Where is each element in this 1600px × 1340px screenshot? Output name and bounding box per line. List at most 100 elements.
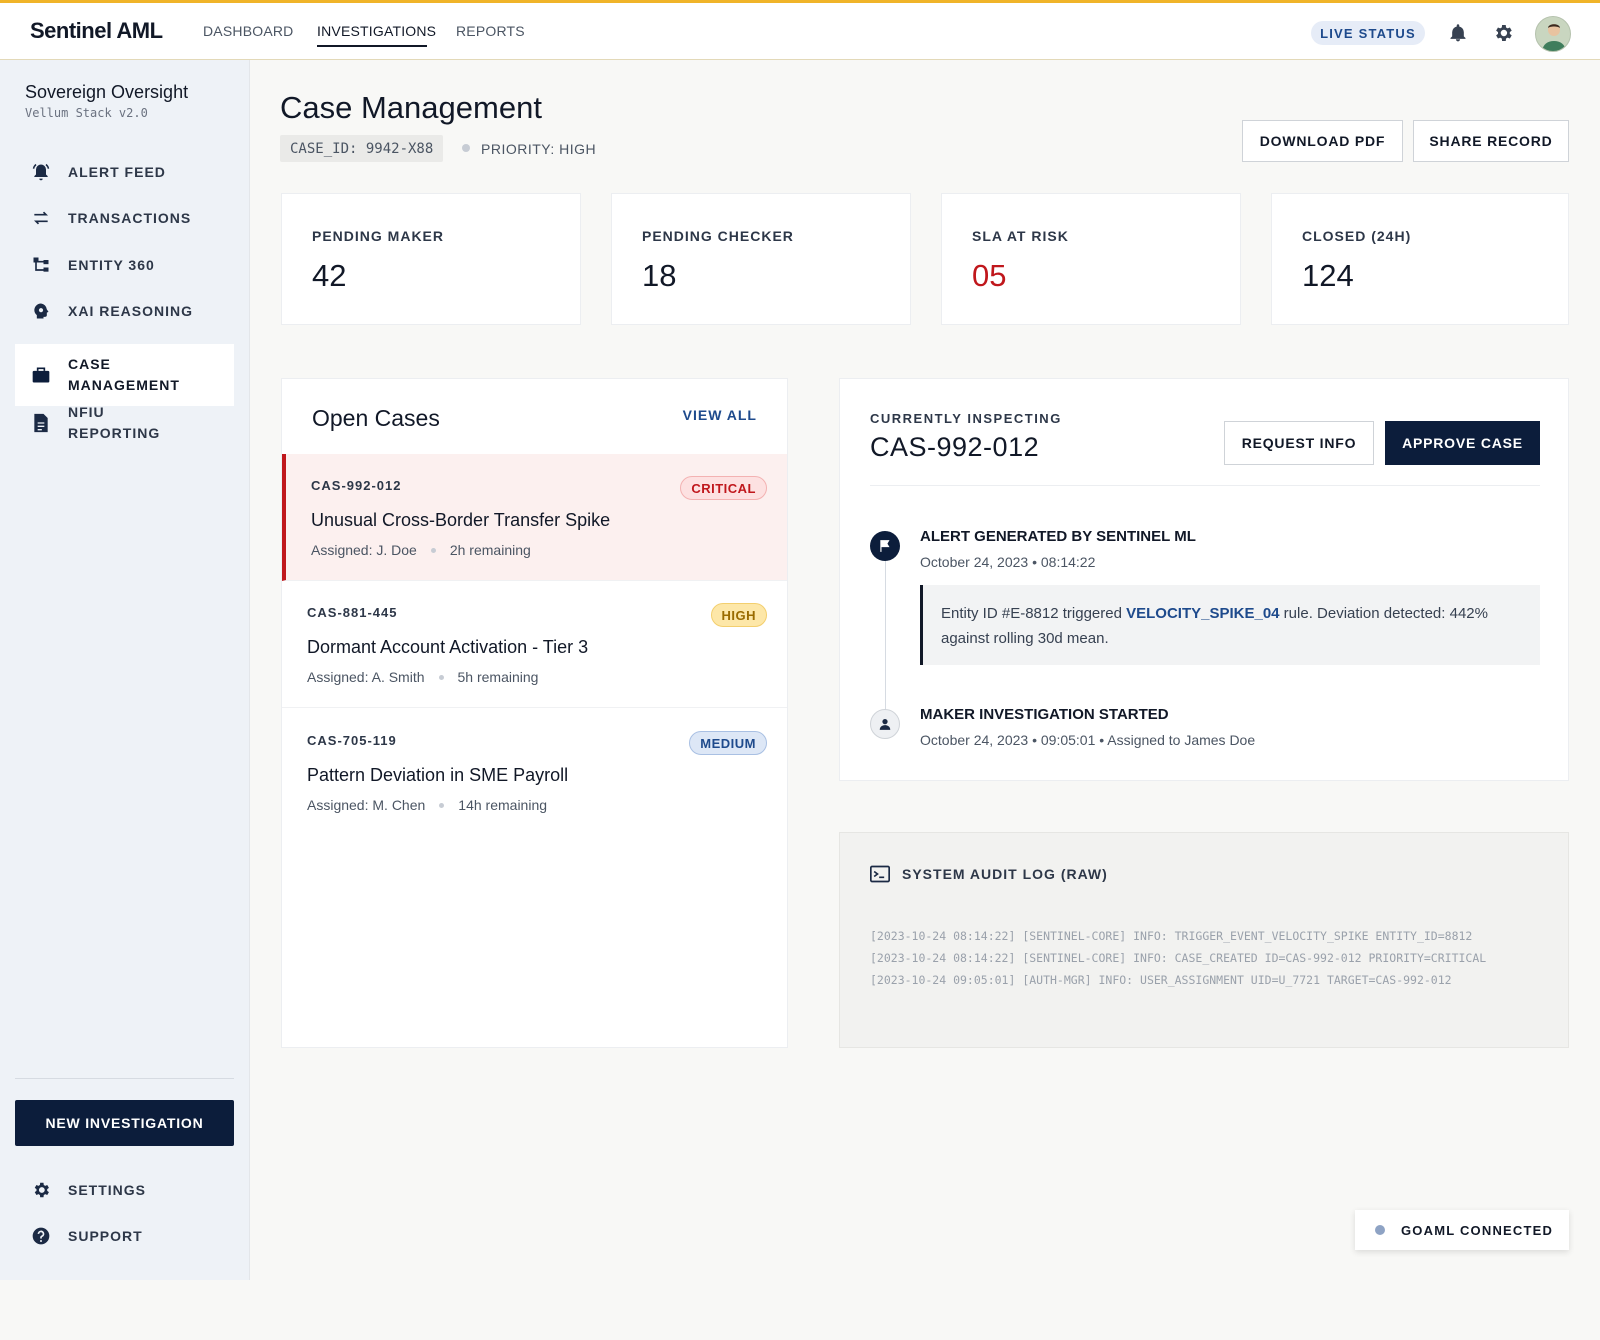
critical-badge: CRITICAL xyxy=(680,476,767,500)
briefcase-icon xyxy=(30,364,52,386)
case-meta: Assigned: J. Doe 2h remaining xyxy=(311,542,531,558)
nav-reports[interactable]: REPORTS xyxy=(456,23,525,39)
bell-icon[interactable] xyxy=(1446,21,1470,45)
sidebar-item-alert-feed[interactable]: ALERT FEED xyxy=(15,148,234,196)
gear-icon[interactable] xyxy=(1491,21,1515,45)
stat-value: 42 xyxy=(312,258,347,293)
stat-value: 18 xyxy=(642,258,677,293)
log-line: [2023-10-24 08:14:22] [SENTINEL-CORE] IN… xyxy=(870,951,1487,965)
sidebar-item-xai-reasoning[interactable]: XAI REASONING xyxy=(15,287,234,335)
stat-label: SLA AT RISK xyxy=(972,228,1069,244)
sidebar-item-entity-360[interactable]: ENTITY 360 xyxy=(15,241,234,289)
stat-card-closed-24h: CLOSED (24H) 124 xyxy=(1271,193,1569,325)
sidebar-item-label: ENTITY 360 xyxy=(68,256,155,273)
case-title: Pattern Deviation in SME Payroll xyxy=(307,765,569,785)
nav-dashboard[interactable]: DASHBOARD xyxy=(203,23,294,39)
separator-dot xyxy=(430,547,436,553)
view-all-link[interactable]: VIEW ALL xyxy=(682,407,757,423)
high-badge: HIGH xyxy=(710,603,767,627)
user-icon xyxy=(870,709,900,739)
alert-note-suffix: rule. Deviation detected: 442% against r… xyxy=(941,605,1488,647)
live-status-badge[interactable]: LIVE STATUS xyxy=(1311,21,1425,45)
log-line: [2023-10-24 08:14:22] [SENTINEL-CORE] IN… xyxy=(870,929,1473,943)
approve-case-button[interactable]: APPROVE CASE xyxy=(1385,421,1540,465)
inspecting-panel: CURRENTLY INSPECTING CAS-992-012 REQUEST… xyxy=(839,378,1569,781)
flag-icon xyxy=(870,531,900,561)
sidebar-item-support[interactable]: SUPPORT xyxy=(15,1212,234,1260)
case-id: CAS-992-012 xyxy=(311,478,402,493)
case-id: CAS-705-119 xyxy=(307,733,397,748)
sidebar-item-settings[interactable]: SETTINGS xyxy=(15,1166,234,1214)
user-avatar[interactable] xyxy=(1535,16,1571,52)
sidebar-divider xyxy=(15,1078,234,1079)
case-meta: Assigned: A. Smith 5h remaining xyxy=(307,669,538,685)
sidebar-item-case-management[interactable]: CASE MANAGEMENT xyxy=(15,344,234,406)
goaml-status-label: GOAML CONNECTED xyxy=(1401,1222,1554,1238)
open-cases-panel: Open Cases VIEW ALL CAS-992-012 CRITICAL… xyxy=(281,378,788,1048)
stat-value: 05 xyxy=(972,258,1007,293)
case-row[interactable]: CAS-881-445 HIGH Dormant Account Activat… xyxy=(282,581,787,708)
stat-value: 124 xyxy=(1302,258,1354,293)
case-row[interactable]: CAS-705-119 MEDIUM Pattern Deviation in … xyxy=(282,709,787,836)
document-icon xyxy=(30,412,52,434)
inspecting-label: CURRENTLY INSPECTING xyxy=(870,411,1062,426)
case-id-chip: CASE_ID: 9942-X88 xyxy=(280,135,444,162)
timeline-event-title: ALERT GENERATED BY SENTINEL ML xyxy=(920,528,1196,545)
timeline-event-time: October 24, 2023 • 08:14:22 xyxy=(920,554,1096,570)
request-info-button[interactable]: REQUEST INFO xyxy=(1224,421,1374,465)
separator-dot xyxy=(439,802,445,808)
stat-label: CLOSED (24H) xyxy=(1302,228,1412,244)
stat-card-pending-maker: PENDING MAKER 42 xyxy=(281,193,581,325)
case-meta: Assigned: M. Chen 14h remaining xyxy=(307,797,547,813)
sidebar: Sovereign Oversight Vellum Stack v2.0 AL… xyxy=(0,60,250,1280)
active-nav-indicator xyxy=(317,45,427,47)
separator-dot xyxy=(438,674,444,680)
terminal-icon xyxy=(870,865,890,888)
case-row[interactable]: CAS-992-012 CRITICAL Unusual Cross-Borde… xyxy=(282,454,787,581)
status-dot xyxy=(1375,1225,1385,1235)
medium-badge: MEDIUM xyxy=(689,731,767,755)
swap-arrows-icon xyxy=(30,207,52,229)
divider xyxy=(870,485,1540,486)
stat-card-pending-checker: PENDING CHECKER 18 xyxy=(611,193,911,325)
org-name: Sovereign Oversight xyxy=(25,82,189,102)
stat-label: PENDING CHECKER xyxy=(642,228,794,244)
case-assignee: Assigned: M. Chen xyxy=(307,797,426,813)
sidebar-item-nfiu-reporting[interactable]: NFIU REPORTING xyxy=(15,399,234,447)
timeline-event-time: October 24, 2023 • 09:05:01 • Assigned t… xyxy=(920,732,1256,748)
timeline-line xyxy=(885,559,886,714)
case-title: Unusual Cross-Border Transfer Spike xyxy=(311,510,611,530)
rule-link[interactable]: VELOCITY_SPIKE_04 xyxy=(1126,605,1280,622)
alarm-bell-icon xyxy=(30,161,52,183)
sidebar-item-transactions[interactable]: TRANSACTIONS xyxy=(15,194,234,242)
case-remaining: 2h remaining xyxy=(449,542,531,558)
page-title: Case Management xyxy=(280,90,542,125)
inspecting-case-id: CAS-992-012 xyxy=(870,432,1040,462)
new-investigation-button[interactable]: NEW INVESTIGATION xyxy=(15,1100,234,1146)
sidebar-item-label: CASE MANAGEMENT xyxy=(68,356,180,393)
sidebar-item-label: ALERT FEED xyxy=(68,163,166,180)
sidebar-item-label: XAI REASONING xyxy=(68,302,194,319)
separator-dot xyxy=(462,144,470,152)
priority-label: PRIORITY: HIGH xyxy=(481,141,597,157)
case-title: Dormant Account Activation - Tier 3 xyxy=(307,637,589,657)
nav-investigations[interactable]: INVESTIGATIONS xyxy=(317,23,437,39)
case-remaining: 5h remaining xyxy=(457,669,539,685)
alert-note-prefix: Entity ID #E-8812 triggered xyxy=(941,605,1127,622)
sidebar-item-label: SUPPORT xyxy=(68,1227,143,1244)
stat-card-sla-at-risk: SLA AT RISK 05 xyxy=(941,193,1241,325)
goaml-connection-status[interactable]: GOAML CONNECTED xyxy=(1355,1210,1569,1250)
brand-logo[interactable]: Sentinel AML xyxy=(30,18,163,43)
case-remaining: 14h remaining xyxy=(458,797,548,813)
open-cases-title: Open Cases xyxy=(312,405,440,431)
hierarchy-icon xyxy=(30,254,52,276)
download-pdf-button[interactable]: DOWNLOAD PDF xyxy=(1242,120,1403,162)
sidebar-item-label: TRANSACTIONS xyxy=(68,209,192,226)
alert-detail-note: Entity ID #E-8812 triggered VELOCITY_SPI… xyxy=(920,585,1540,665)
share-record-button[interactable]: SHARE RECORD xyxy=(1413,120,1569,162)
sidebar-item-label: NFIU REPORTING xyxy=(68,404,161,441)
top-bar: Sentinel AML DASHBOARD INVESTIGATIONS RE… xyxy=(0,0,1600,60)
help-icon xyxy=(30,1225,52,1247)
audit-log-panel: SYSTEM AUDIT LOG (RAW) [2023-10-24 08:14… xyxy=(839,832,1569,1048)
gear-icon xyxy=(30,1179,52,1201)
